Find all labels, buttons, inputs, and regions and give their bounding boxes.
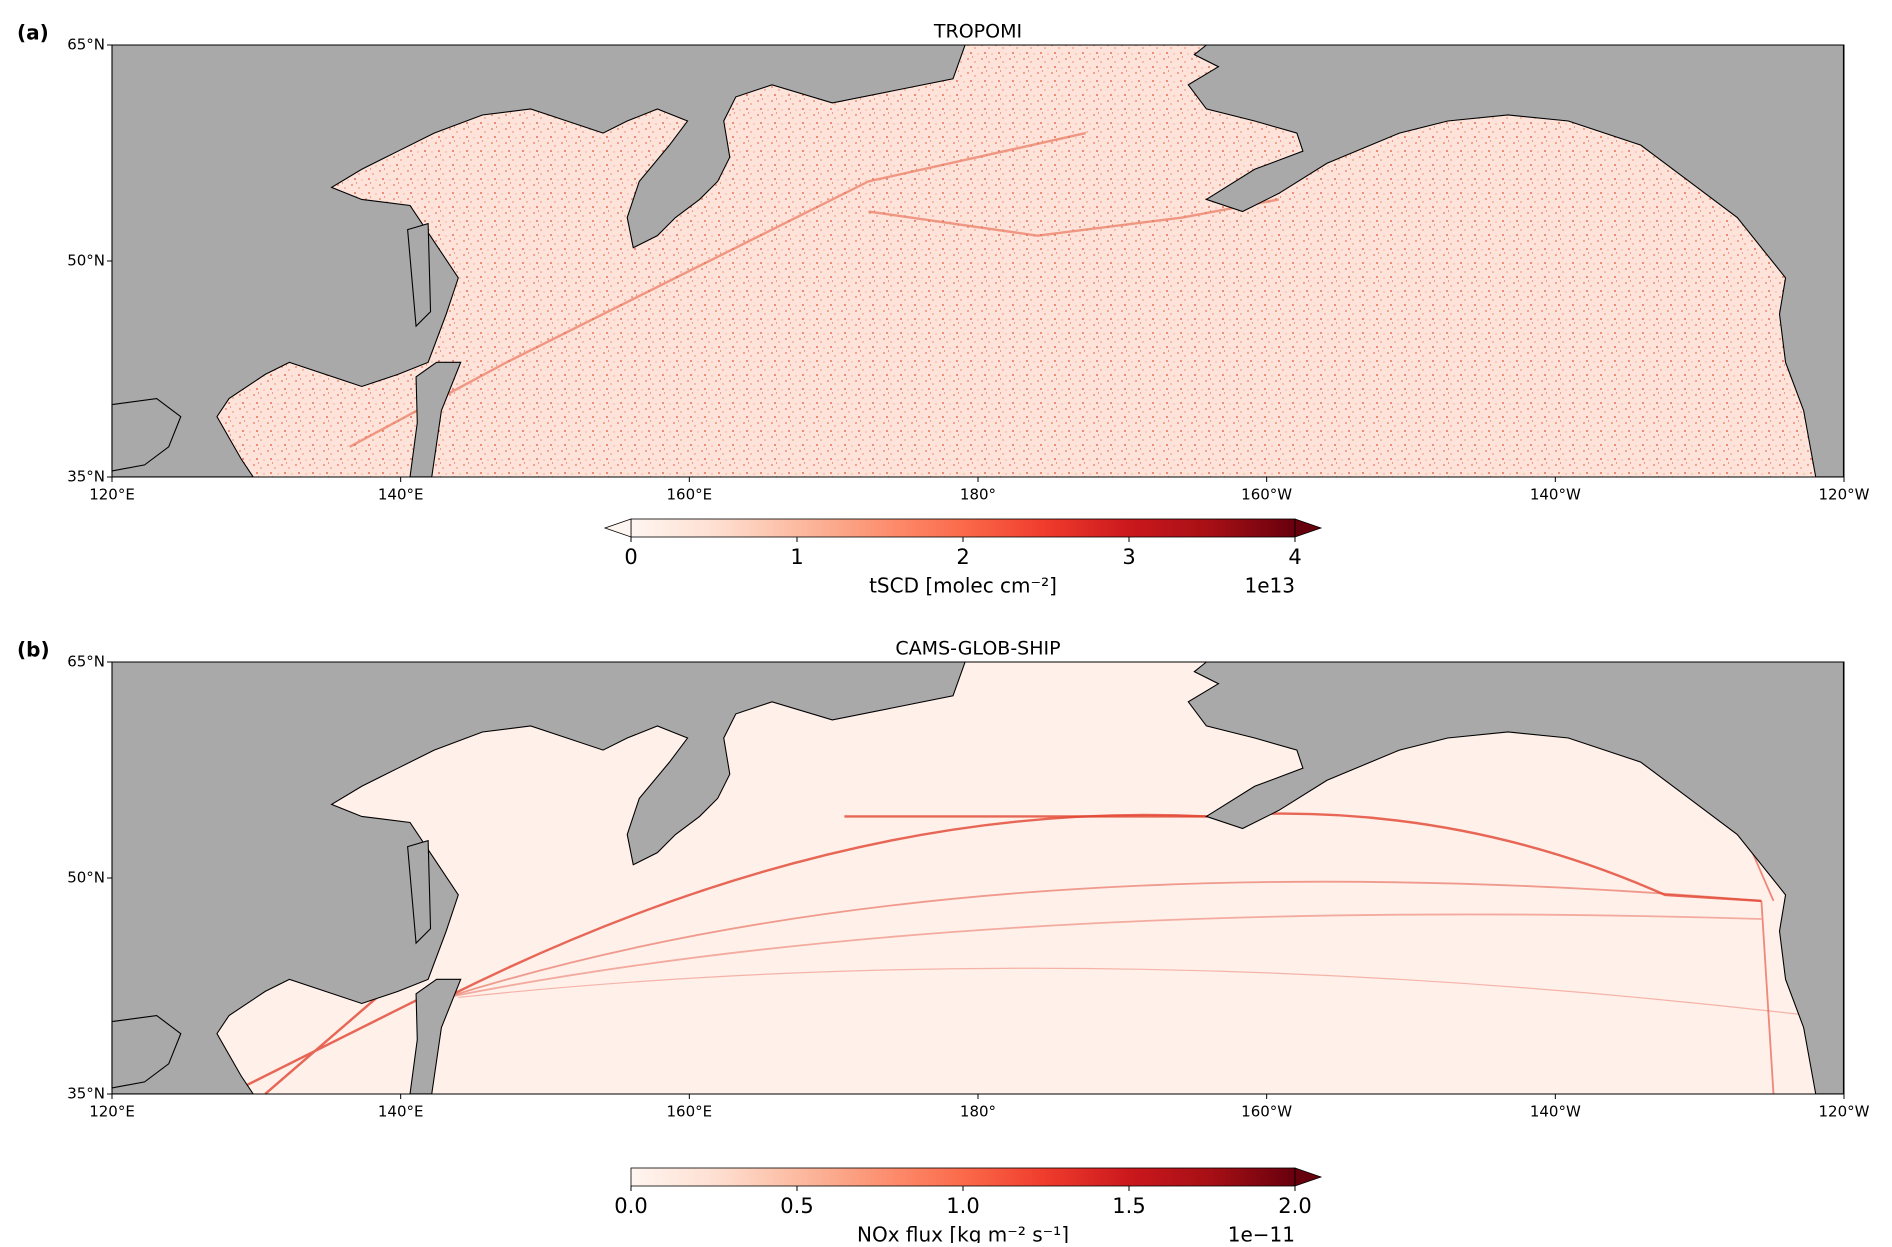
colorbar-tick-label: 0.5 [780, 1194, 813, 1218]
ship-track [349, 131, 1086, 448]
ship-track [868, 198, 1280, 237]
lat-tick-label: 50°N [67, 252, 105, 270]
colorbar-tick-label: 4 [1288, 545, 1301, 569]
panel-label: (a) [17, 21, 49, 45]
lat-tick-label: 50°N [67, 869, 105, 887]
colorbar-multiplier: 1e−11 [1228, 1223, 1295, 1244]
lon-tick-label: 140°E [378, 1103, 424, 1121]
lon-tick-label: 160°W [1241, 1103, 1292, 1121]
colorbar-multiplier: 1e13 [1245, 574, 1295, 598]
lon-tick-label: 140°E [378, 486, 424, 504]
colorbar-label: NOx flux [kg m⁻² s⁻¹] [857, 1223, 1069, 1244]
colorbar-tick-label: 3 [1122, 545, 1135, 569]
colorbar-extend-max [1294, 518, 1323, 538]
colorbar [630, 518, 1296, 538]
map-panel-a [111, 44, 1845, 478]
lon-tick-label: 180° [960, 1103, 996, 1121]
colorbar [630, 1167, 1296, 1187]
lon-tick-label: 120°W [1819, 1103, 1870, 1121]
lat-tick-label: 65°N [67, 653, 105, 671]
colorbar-extend-max [1294, 1167, 1323, 1187]
colorbar-tick-label: 2 [956, 545, 969, 569]
panel-title: TROPOMI [933, 21, 1022, 43]
colorbar-label: tSCD [molec cm⁻²] [869, 574, 1057, 598]
lon-tick-label: 120°W [1819, 486, 1870, 504]
panel-label: (b) [17, 638, 50, 662]
ship-routes [111, 661, 1845, 1095]
colorbar-extend-min [603, 518, 632, 538]
colorbar-tick-label: 0.0 [614, 1194, 647, 1218]
colorbar-tick-label: 0 [624, 545, 637, 569]
lat-tick-label: 35°N [67, 468, 105, 486]
colorbar-tick-label: 1.0 [946, 1194, 979, 1218]
colorbar-tick-label: 2.0 [1278, 1194, 1311, 1218]
panel-title: CAMS-GLOB-SHIP [895, 638, 1060, 660]
lon-tick-label: 120°E [89, 1103, 135, 1121]
lat-tick-label: 65°N [67, 36, 105, 54]
lon-tick-label: 160°W [1241, 486, 1292, 504]
lat-tick-label: 35°N [67, 1085, 105, 1103]
colorbar-tick-label: 1 [790, 545, 803, 569]
lon-tick-label: 140°W [1530, 1103, 1581, 1121]
lon-tick-label: 120°E [89, 486, 135, 504]
lon-tick-label: 140°W [1530, 486, 1581, 504]
lon-tick-label: 160°E [667, 1103, 713, 1121]
lon-tick-label: 160°E [667, 486, 713, 504]
lon-tick-label: 180° [960, 486, 996, 504]
map-panel-b [111, 661, 1845, 1095]
colorbar-tick-label: 1.5 [1112, 1194, 1145, 1218]
